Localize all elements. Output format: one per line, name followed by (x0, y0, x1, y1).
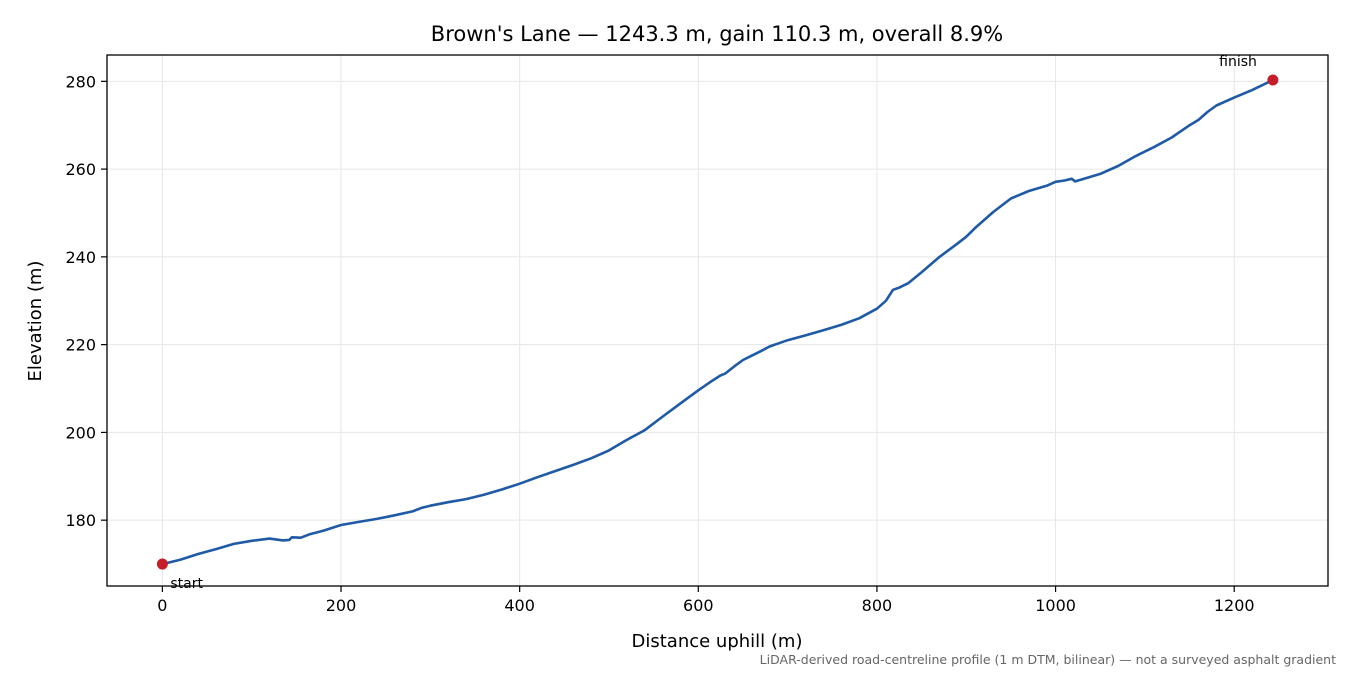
y-tick-label: 200 (65, 423, 96, 442)
x-tick-label: 600 (683, 596, 714, 615)
y-tick-label: 180 (65, 511, 96, 530)
x-axis-label: Distance uphill (m) (632, 631, 803, 652)
finish-label: finish (1219, 54, 1257, 70)
y-tick-label: 220 (65, 336, 96, 355)
start-marker (156, 558, 168, 570)
y-tick-label: 280 (65, 72, 96, 91)
plot-frame (106, 54, 1329, 587)
marker-layer: start finish (156, 54, 1279, 592)
finish-marker (1267, 74, 1279, 86)
elevation-line (161, 78, 1275, 566)
x-tick-label: 1200 (1214, 596, 1255, 615)
x-tick-label: 800 (862, 596, 893, 615)
x-tick-label: 200 (326, 596, 357, 615)
series-layer (161, 78, 1275, 566)
grid-lines (107, 55, 1328, 586)
chart-title: Brown's Lane — 1243.3 m, gain 110.3 m, o… (431, 22, 1003, 46)
x-tick-label: 1000 (1035, 596, 1076, 615)
footnote: LiDAR-derived road-centreline profile (1… (760, 652, 1336, 667)
y-axis-label: Elevation (m) (25, 261, 46, 382)
x-tick-label: 0 (157, 596, 167, 615)
y-tick-label: 240 (65, 248, 96, 267)
y-tick-label: 260 (65, 160, 96, 179)
axis-ticks: 0 200 400 600 800 1000 1200 180 200 220 240 260 280 (65, 72, 1254, 615)
start-label: start (170, 576, 203, 592)
x-tick-label: 400 (504, 596, 535, 615)
